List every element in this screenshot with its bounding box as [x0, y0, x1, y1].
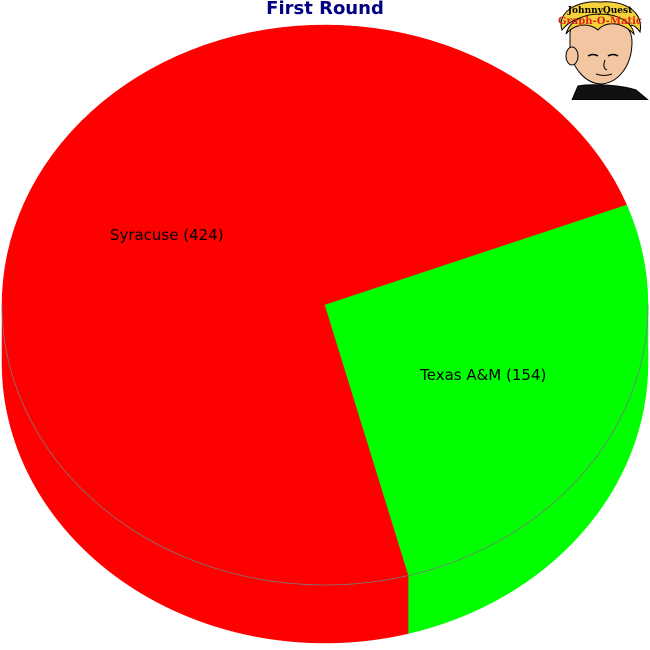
logo-nose: [603, 59, 608, 71]
pie-label-1: Texas A&M (154): [419, 366, 546, 384]
logo-bangs: [565, 13, 635, 36]
pie-top-face: [1, 24, 649, 586]
logo-line2: Graph-O-Matic: [558, 16, 642, 27]
logo-mouth: [595, 73, 613, 76]
chart-title: First Round: [266, 0, 384, 19]
johnnyquest-logo: JohnnyQuest Graph-O-Matic: [558, 1, 649, 100]
pie-rim: [1, 304, 649, 586]
logo-line1: JohnnyQuest: [567, 6, 633, 16]
logo-eye-left: [587, 53, 599, 57]
logo-ear: [565, 46, 579, 66]
logo-shirt: [571, 84, 649, 100]
logo-face: [569, 18, 633, 85]
logo-eye-right: [607, 53, 619, 57]
pie-label-0: Syracuse (424): [110, 226, 224, 244]
pie-labels: Syracuse (424) Texas A&M (154): [110, 226, 546, 384]
